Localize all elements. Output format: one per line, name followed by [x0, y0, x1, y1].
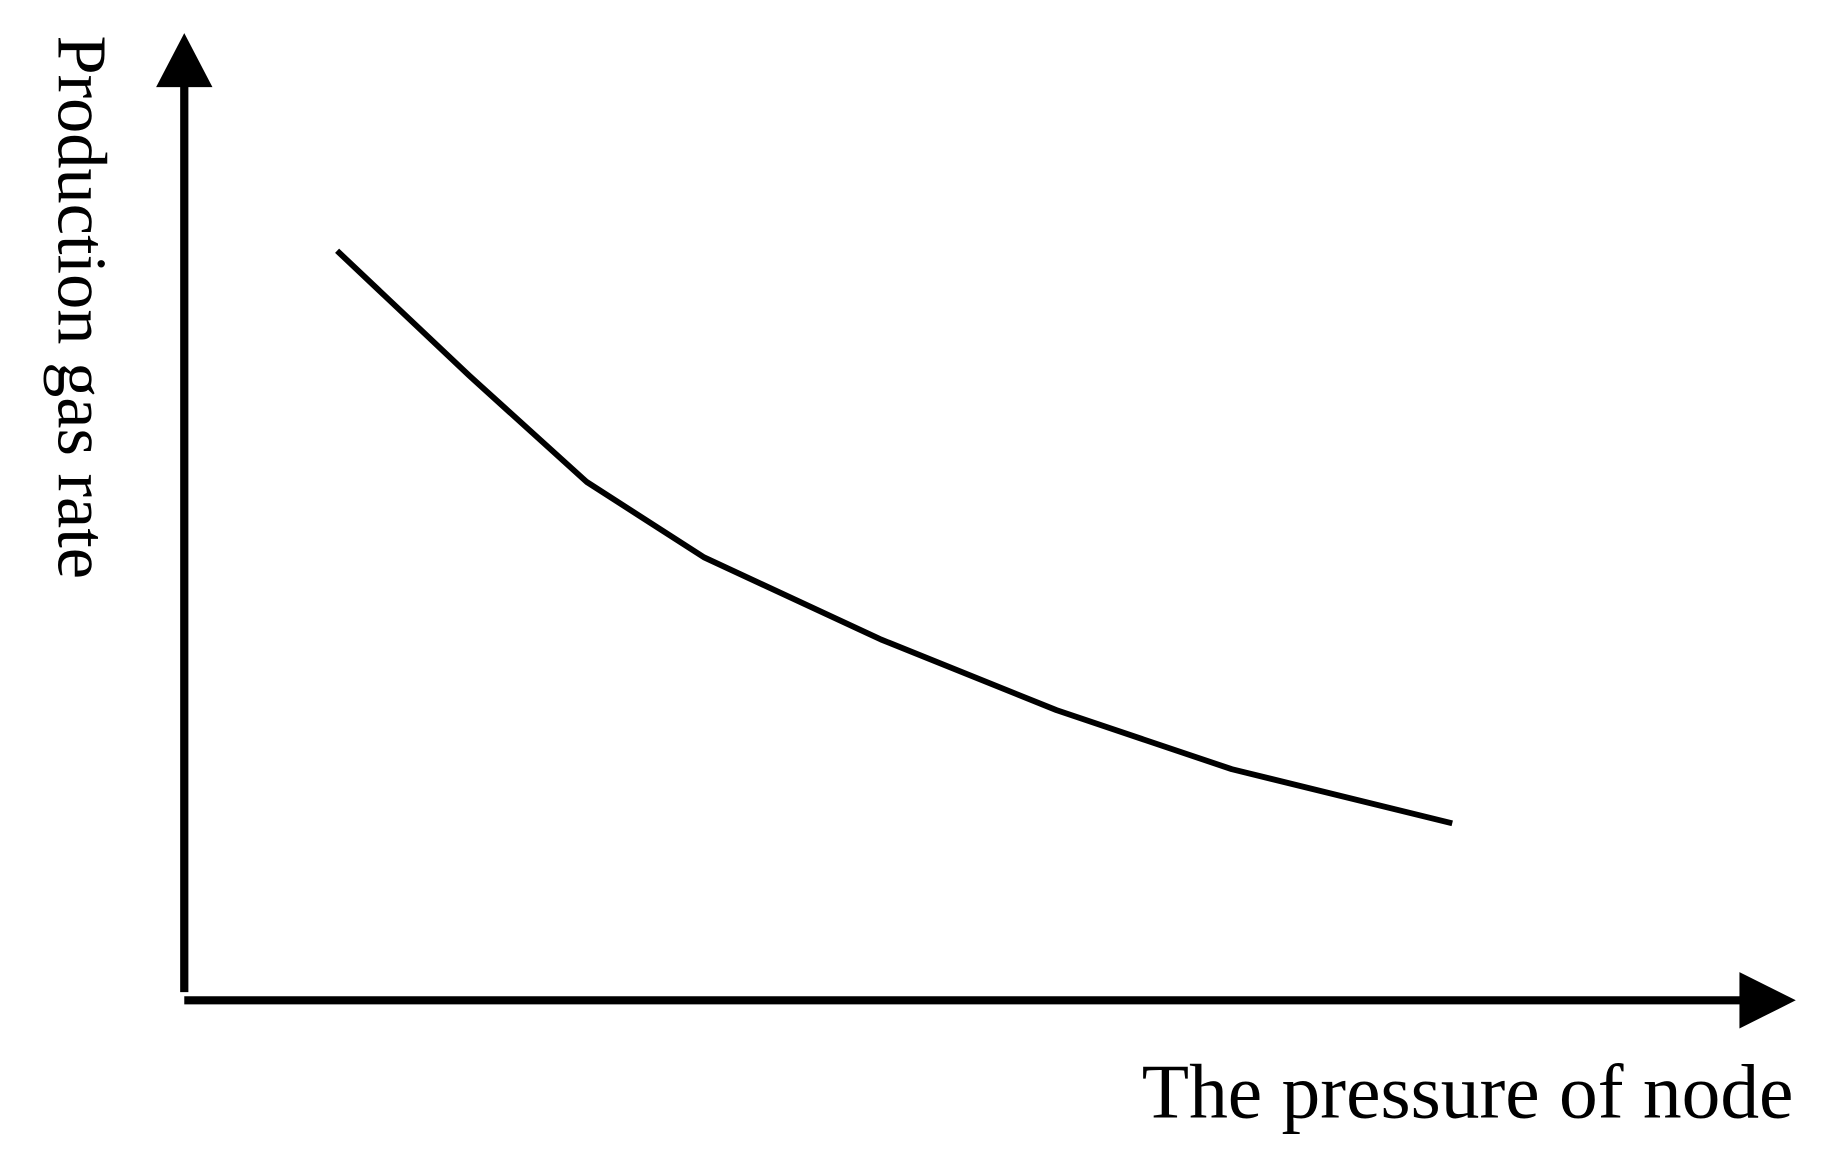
data-line: [335, 248, 1453, 827]
x-axis-arrow: [1739, 972, 1796, 1029]
x-axis-label: The pressure of node: [1142, 1049, 1794, 1135]
y-axis-arrow: [156, 33, 213, 88]
y-axis-label: Production gas rate: [43, 36, 121, 580]
